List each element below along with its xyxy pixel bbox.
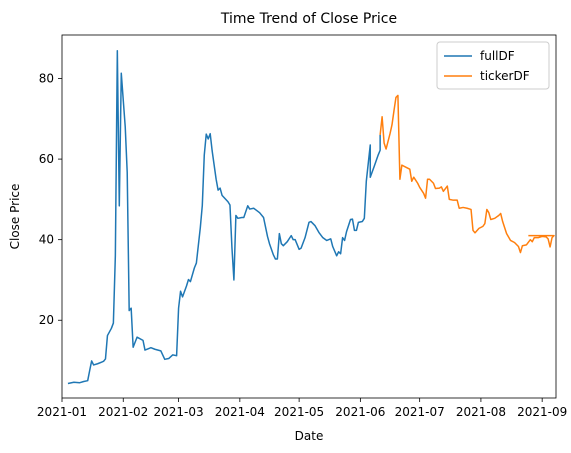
series-line-tickerDF [379,94,555,254]
y-tick-label: 20 [39,313,54,327]
x-axis: 2021-01 2021-02 2021-03 2021-04 2021-05 2021-… [37,398,567,419]
y-tick-label: 80 [39,72,54,86]
y-tick-label: 40 [39,233,54,247]
x-tick-label: 2021-05 [274,405,324,419]
legend-box [436,41,550,90]
x-tick-label: 2021-08 [456,405,506,419]
plot-area [61,34,557,399]
x-axis-label: Date [295,429,324,443]
legend-label-tickerDF: tickerDF [480,69,530,83]
x-tick-label: 2021-09 [517,405,567,419]
y-axis-label: Close Price [8,184,22,250]
y-tick-label: 60 [39,152,54,166]
x-tick-label: 2021-02 [98,405,148,419]
series-line-fullDF [67,49,381,385]
x-tick-label: 2021-01 [37,405,87,419]
x-tick-label: 2021-07 [395,405,445,419]
chart-title: Time Trend of Close Price [220,11,397,27]
x-tick-label: 2021-04 [215,405,265,419]
legend: fullDF tickerDF [436,41,550,90]
plot-frame [61,34,557,399]
x-tick-label: 2021-06 [335,405,385,419]
x-tick-label: 2021-03 [154,405,204,419]
y-axis: 20 40 60 80 [39,72,62,327]
legend-label-fullDF: fullDF [480,49,515,63]
